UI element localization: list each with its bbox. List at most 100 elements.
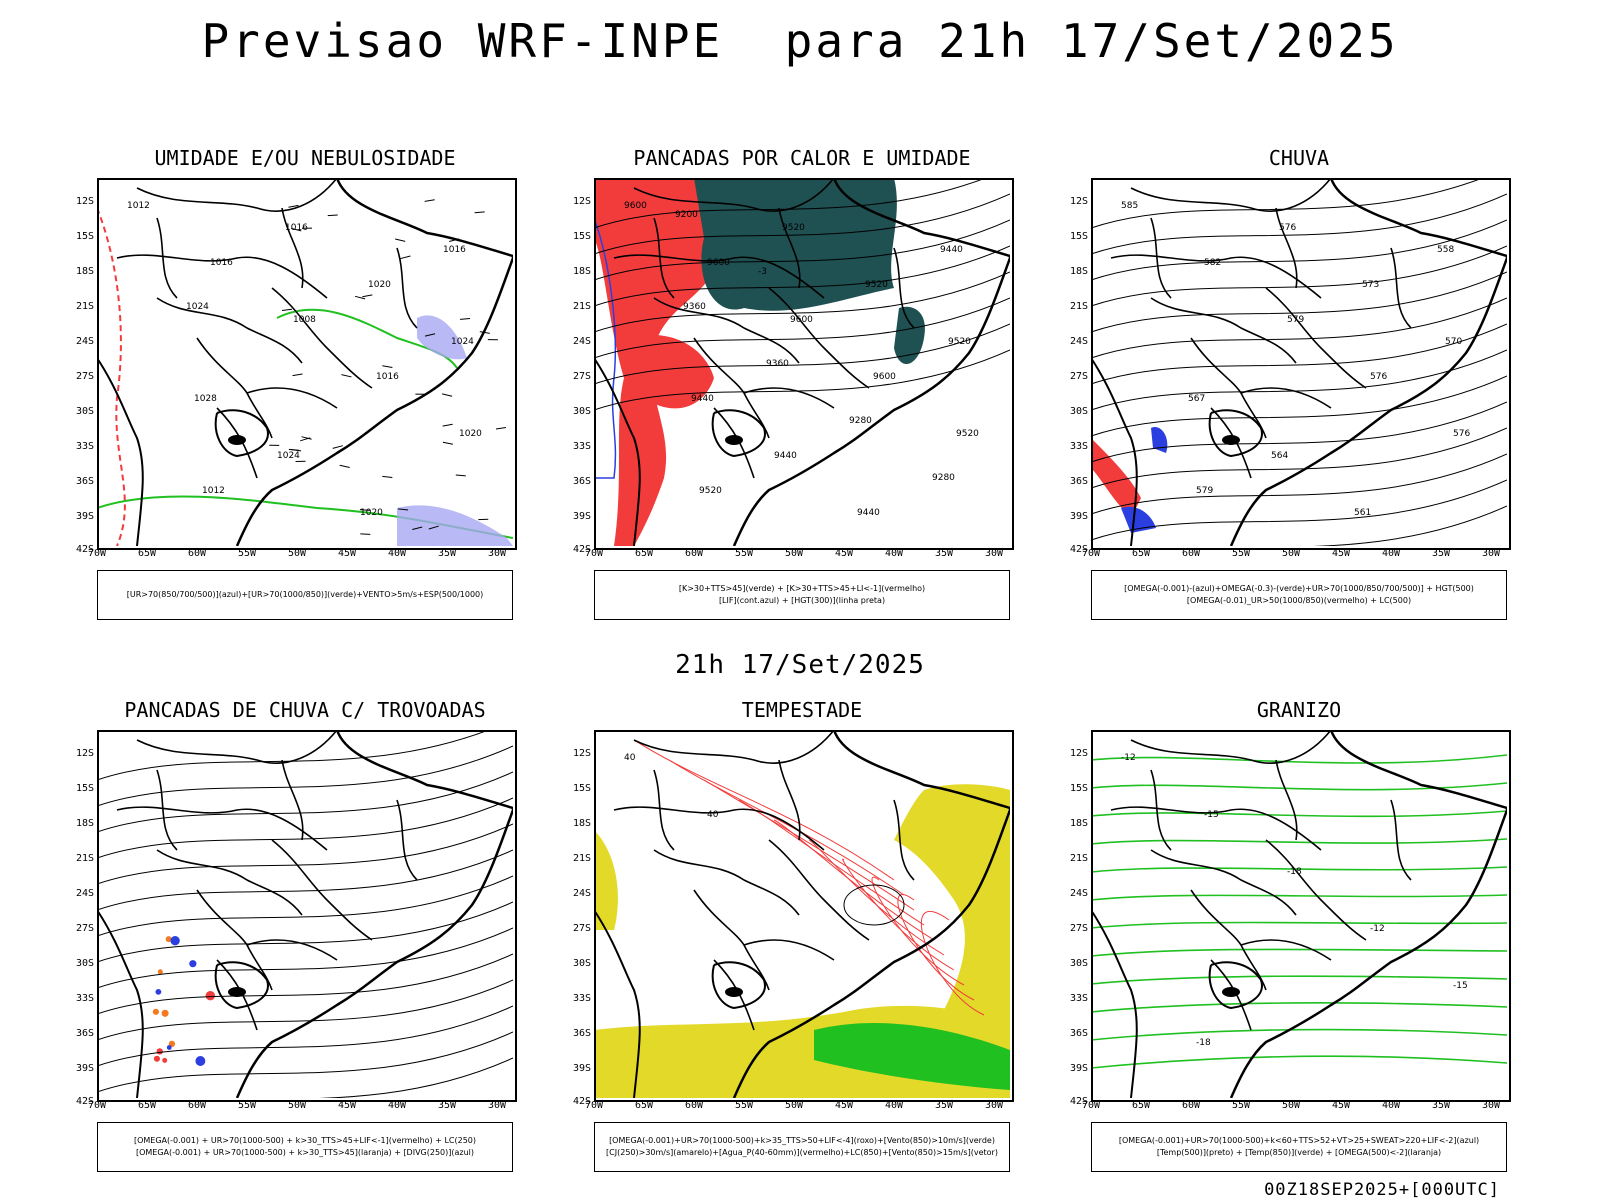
country-border [1150, 849, 1297, 916]
country-border [1110, 806, 1322, 851]
latitude-label: 12S [572, 748, 591, 759]
lagoa-dos-patos [1222, 987, 1240, 997]
panel-title: GRANIZO [1256, 698, 1342, 722]
contour-label: 1020 [459, 429, 482, 439]
contour-label: 9440 [940, 245, 963, 255]
longitude-label: 45W [834, 548, 854, 559]
country-border [1390, 247, 1412, 329]
latitude-label: 39S [1069, 1063, 1088, 1074]
latitude-label: 18S [75, 266, 94, 277]
longitude-label: 70W [87, 548, 107, 559]
latitude-label: 30S [572, 406, 591, 417]
country-border [613, 806, 825, 851]
longitude-label: 50W [1281, 1100, 1301, 1111]
longitude-label: 60W [684, 1100, 704, 1111]
height-contour [97, 849, 513, 911]
latitude-label: 39S [1069, 511, 1088, 522]
legend-line: [OMEGA(-0.001)-(azul)+OMEGA(-0.3)-(verde… [1124, 584, 1474, 593]
country-border [653, 297, 800, 364]
latitude-label: 33S [1069, 993, 1088, 1004]
country-border [778, 759, 801, 841]
country-border [396, 799, 418, 881]
country-border [893, 247, 915, 329]
coastline [1229, 178, 1507, 546]
latitude-label: 21S [1069, 853, 1088, 864]
latitude-label: 24S [75, 888, 94, 899]
uruguay-border [711, 961, 766, 1010]
latitude-label: 30S [572, 958, 591, 969]
latitude-label: 39S [75, 511, 94, 522]
country-border [156, 849, 303, 916]
latitude-label: 21S [572, 301, 591, 312]
contour-label: 567 [1188, 394, 1205, 404]
contour-label: 9520 [865, 280, 888, 290]
longitude-label: 40W [387, 1100, 407, 1111]
longitude-label: 35W [1431, 1100, 1451, 1111]
coastline [235, 730, 513, 1098]
longitude-label: 30W [984, 548, 1004, 559]
wind-vector [300, 437, 311, 442]
country-border [653, 217, 675, 299]
contour-label: 579 [1196, 486, 1213, 496]
country-border [246, 939, 338, 961]
contour-label: 561 [1354, 508, 1371, 518]
contour-label: 1016 [443, 245, 466, 255]
longitude-label: 40W [1381, 1100, 1401, 1111]
country-border [743, 939, 835, 961]
height-contour [1091, 297, 1507, 359]
longitude-label: 45W [834, 1100, 854, 1111]
country-border [613, 254, 825, 299]
latitude-label: 36S [1069, 1028, 1088, 1039]
country-border [1190, 889, 1267, 991]
latitude-label: 30S [75, 958, 94, 969]
moist-region-green-2 [894, 306, 925, 365]
height-contour [1091, 219, 1507, 281]
contour-label: 1024 [277, 451, 300, 461]
longitude-label: 55W [1231, 548, 1251, 559]
forecast-map: -12 -15 -18 -12 -15 -18 [1091, 730, 1511, 1102]
country-border [768, 287, 870, 389]
uruguay-border [214, 409, 269, 458]
wind-vector [341, 374, 352, 378]
latitude-label: 18S [572, 818, 591, 829]
height-contour [1091, 479, 1507, 541]
legend-line: [OMEGA(-0.001)+UR>70(1000-500)+k<60+TTS>… [1118, 1136, 1480, 1145]
country-border [1265, 839, 1367, 941]
wind-vector [424, 333, 436, 337]
longitude-label: 45W [1331, 1100, 1351, 1111]
uruguay-border [1208, 409, 1263, 458]
wind-vector [339, 464, 350, 468]
wind-vector [362, 294, 373, 298]
height-contour [97, 1005, 513, 1067]
country-border [1275, 759, 1298, 841]
height-contour [97, 771, 513, 833]
andes-coast [594, 909, 641, 1098]
latitude-label: 42S [75, 544, 94, 555]
country-border [1190, 337, 1267, 439]
latitude-label: 42S [1069, 1096, 1088, 1107]
contour-label: 9200 [675, 210, 698, 220]
latitude-label: 27S [572, 371, 591, 382]
wind-vector [400, 255, 411, 260]
longitude-label: 40W [1381, 548, 1401, 559]
wind-vector [359, 509, 370, 511]
latitude-label: 33S [572, 441, 591, 452]
country-border [116, 254, 328, 299]
latitude-label: 33S [75, 993, 94, 1004]
panel-legend: [K>30+TTS>45](verde) + [K>30+TTS>45+LI<-… [594, 570, 1010, 620]
andes-coast [97, 357, 144, 546]
map-canvas: 9600 9600 9600 9600 9520 9520 9520 9520 9520 9440… [594, 178, 1010, 546]
height-contour [97, 823, 513, 885]
latitude-label: 15S [1069, 231, 1088, 242]
country-border [196, 889, 273, 991]
height-contour [97, 875, 513, 937]
height-contour [1091, 453, 1507, 515]
wind-vector [460, 317, 471, 320]
legend-line: [LIF](cont.azul) + [HGT(300)](linha pret… [718, 596, 886, 605]
country-border [1275, 207, 1298, 289]
latitude-label: 18S [75, 818, 94, 829]
latitude-label: 12S [1069, 748, 1088, 759]
uruguay-border [214, 961, 269, 1010]
contour-label: 9520 [782, 223, 805, 233]
country-border [136, 178, 338, 212]
